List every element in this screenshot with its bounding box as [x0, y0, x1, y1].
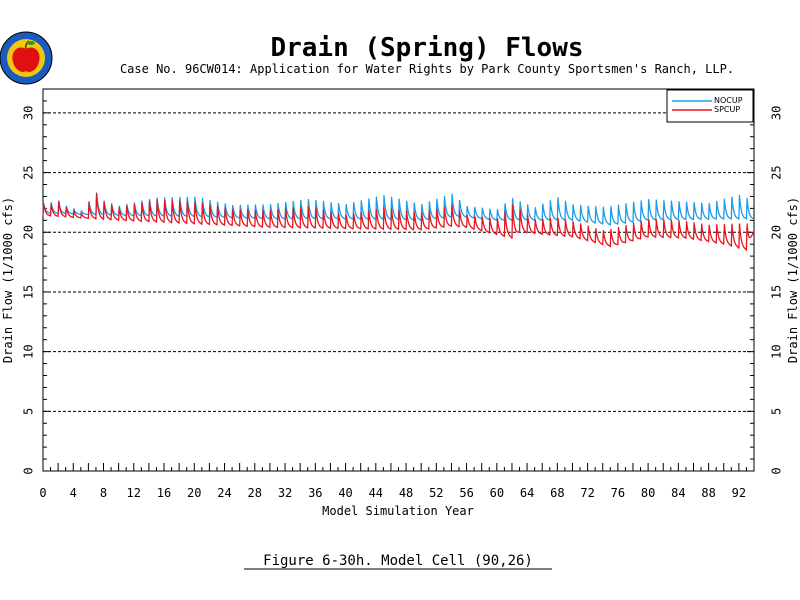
y-tick-label-left: 30: [22, 106, 36, 120]
x-tick-label: 16: [157, 486, 171, 500]
x-tick-label: 8: [100, 486, 107, 500]
y-tick-label-left: 5: [22, 408, 36, 415]
x-tick-label: 0: [39, 486, 46, 500]
legend-label-nocup: NOCUP: [714, 96, 743, 105]
y-tick-label-left: 25: [22, 165, 36, 179]
series-layer: [42, 192, 755, 251]
series-line-spcup: [42, 192, 755, 251]
y-tick-label-right: 5: [770, 408, 784, 415]
x-tick-label: 84: [671, 486, 685, 500]
y-axis-label-left: Drain Flow (1/1000 cfs): [1, 197, 15, 363]
y-tick-label-left: 15: [22, 285, 36, 299]
x-tick-label: 24: [217, 486, 231, 500]
x-tick-label: 28: [248, 486, 262, 500]
y-axis-label-right: Drain Flow (1/1000 cfs): [786, 197, 800, 363]
x-tick-label: 12: [127, 486, 141, 500]
grid-layer: [43, 112, 754, 412]
y-tick-label-right: 25: [770, 165, 784, 179]
y-tick-label-right: 0: [770, 467, 784, 474]
chart-title: Drain (Spring) Flows: [270, 33, 583, 63]
x-tick-label: 52: [429, 486, 443, 500]
x-tick-label: 92: [732, 486, 746, 500]
x-tick-label: 44: [369, 486, 383, 500]
y-tick-label-right: 15: [770, 285, 784, 299]
x-axis-label: Model Simulation Year: [322, 504, 474, 518]
x-tick-label: 36: [308, 486, 322, 500]
legend-label-spcup: SPCUP: [714, 105, 740, 114]
x-tick-label: 76: [611, 486, 625, 500]
x-tick-label: 48: [399, 486, 413, 500]
y-tick-label-left: 0: [22, 467, 36, 474]
y-tick-label-left: 10: [22, 344, 36, 358]
x-tick-label: 88: [701, 486, 715, 500]
x-tick-label: 64: [520, 486, 534, 500]
figure-caption: Figure 6-30h. Model Cell (90,26): [263, 553, 533, 569]
x-tick-label: 40: [338, 486, 352, 500]
y-tick-label-right: 10: [770, 344, 784, 358]
x-tick-label: 32: [278, 486, 292, 500]
y-tick-label-left: 20: [22, 225, 36, 239]
apple-seal-icon: [0, 31, 53, 85]
x-tick-label: 56: [459, 486, 473, 500]
x-tick-label: 72: [580, 486, 594, 500]
x-tick-label: 20: [187, 486, 201, 500]
x-tick-label: 60: [490, 486, 504, 500]
y-tick-label-right: 30: [770, 106, 784, 120]
legend-box: [666, 89, 754, 123]
chart-subtitle: Case No. 96CW014: Application for Water …: [120, 62, 734, 76]
plot-frame: [42, 88, 755, 472]
x-tick-label: 80: [641, 486, 655, 500]
x-tick-label: 4: [70, 486, 77, 500]
legend: NOCUP SPCUP: [666, 89, 754, 123]
x-tick-label: 68: [550, 486, 564, 500]
y-tick-label-right: 20: [770, 225, 784, 239]
